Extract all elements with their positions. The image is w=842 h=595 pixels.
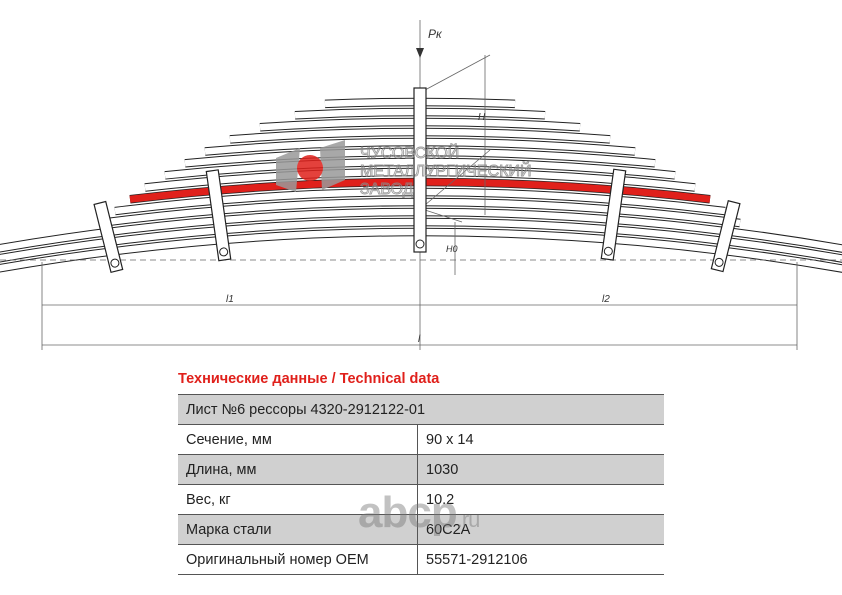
table-row: Вес, кг 10.2 (178, 484, 664, 515)
clamp (205, 169, 232, 262)
part-name: Лист №6 рессоры 4320-2912122-01 (178, 394, 664, 425)
clamp-body (600, 168, 627, 261)
watermark-text: abcp (358, 488, 458, 537)
force-arrow-icon (416, 48, 424, 58)
clamp-body (710, 200, 741, 273)
table-row: Оригинальный номер OEM 55571-2912106 (178, 544, 664, 575)
bolt-icon (603, 246, 613, 256)
spring-clamps (93, 87, 741, 274)
row-value: 90 x 14 (417, 424, 664, 455)
clamp (93, 200, 124, 274)
clamp (710, 200, 741, 273)
table-header-row: Лист №6 рессоры 4320-2912122-01 (178, 394, 664, 425)
technical-data-table: Лист №6 рессоры 4320-2912122-01 Сечение,… (178, 394, 664, 575)
clamp (600, 168, 627, 261)
watermark: abcp.ru (358, 488, 481, 538)
row-value: 10.2 (417, 484, 664, 515)
l2-label: l2 (602, 294, 610, 305)
clamp-body (205, 169, 232, 262)
clamp-body (93, 200, 124, 274)
clamp-body (413, 87, 427, 253)
table-row: Длина, мм 1030 (178, 454, 664, 485)
company-logo: ЧУСОВСКОЙ МЕТАЛЛУРГИЧЕСКИЙ ЗАВОД (276, 140, 532, 198)
watermark-suffix: .ru (456, 507, 481, 532)
logo-line-1: ЧУСОВСКОЙ (360, 143, 459, 162)
force-label: Pк (428, 27, 443, 41)
clamp (413, 87, 427, 253)
row-label: Марка стали (178, 514, 418, 545)
bolt-icon (714, 257, 724, 267)
row-label: Длина, мм (178, 454, 418, 485)
table-row: Сечение, мм 90 x 14 (178, 424, 664, 455)
row-label: Оригинальный номер OEM (178, 544, 418, 575)
row-value: 55571-2912106 (417, 544, 664, 575)
table-row: Марка стали 60С2А (178, 514, 664, 545)
bolt-icon (415, 239, 425, 249)
height0-label: H0 (446, 244, 458, 254)
logo-line-2: МЕТАЛЛУРГИЧЕСКИЙ (360, 161, 531, 180)
bolt-icon (110, 258, 120, 268)
height-label: H (478, 112, 486, 123)
l1-label: l1 (226, 294, 234, 305)
l-label: l (418, 334, 421, 345)
row-value: 1030 (417, 454, 664, 485)
table-title: Технические данные / Technical data (178, 371, 440, 387)
leaf-spring-drawing: Pк H H0 l1 l2 l ЧУСОВСКОЙ МЕТАЛЛУРГИЧЕСК… (0, 20, 842, 350)
bolt-icon (219, 247, 229, 257)
row-label: Вес, кг (178, 484, 418, 515)
logo-line-3: ЗАВОД (360, 181, 414, 198)
row-label: Сечение, мм (178, 424, 418, 455)
row-value: 60С2А (417, 514, 664, 545)
